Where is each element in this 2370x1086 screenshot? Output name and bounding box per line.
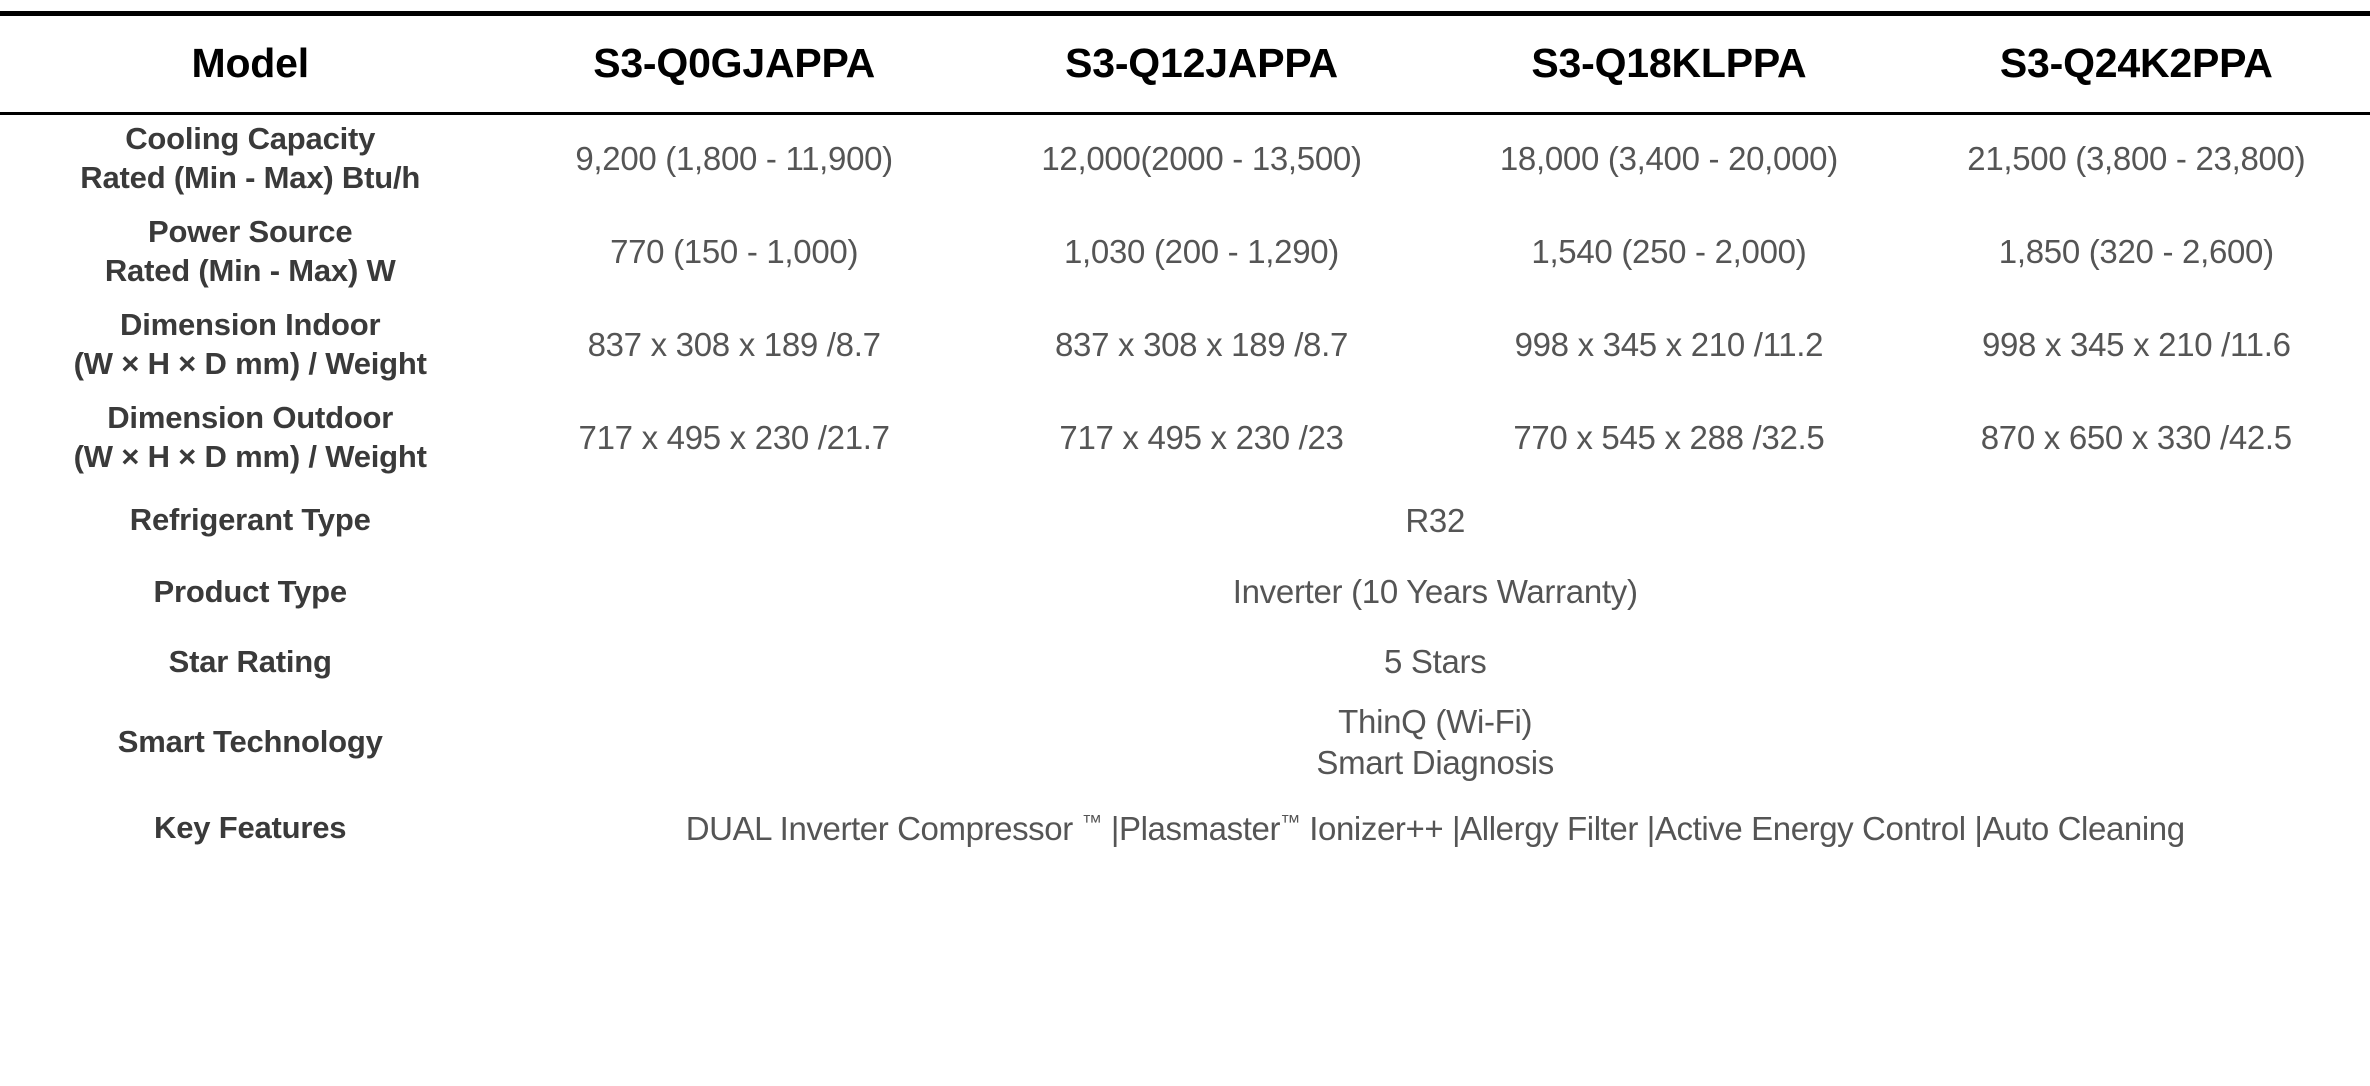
row-label-line-2: (W × H × D mm) / Weight — [73, 345, 427, 381]
smart-technology-line-1: ThinQ (Wi-Fi) — [1338, 702, 1533, 740]
cell-cooling-capacity-model-4: 21,500 (3,800 - 23,800) — [1967, 139, 2306, 177]
smart-technology-line-2: Smart Diagnosis — [1316, 744, 1554, 781]
key-features-part-3: Ionizer++ |Allergy Filter |Active Energy… — [1300, 809, 2185, 847]
row-label-line-1: Dimension Outdoor — [107, 400, 394, 436]
cell-dimension-outdoor-model-3: 770 x 545 x 288 /32.5 — [1513, 418, 1825, 456]
row-label-line-2: Rated (Min - Max) W — [104, 252, 396, 288]
table-row: Product Type Inverter (10 Years Warranty… — [0, 557, 2370, 627]
column-header-model-2: S3-Q12JAPPA — [1065, 40, 1338, 87]
row-label-dimension-indoor: Dimension Indoor (W × H × D mm) / Weight — [0, 298, 500, 391]
table-row: Star Rating 5 Stars — [0, 627, 2370, 697]
row-label-line-1: Cooling Capacity — [125, 121, 376, 157]
table-row: Power Source Rated (Min - Max) W 770 (15… — [0, 205, 2370, 298]
table-header-row: Model S3-Q0GJAPPA S3-Q12JAPPA S3-Q18KLPP… — [0, 16, 2370, 112]
cell-dimension-indoor-model-2: 837 x 308 x 189 /8.7 — [1054, 325, 1349, 363]
cell-smart-technology-all-models: ThinQ (Wi-Fi) Smart Diagnosis — [500, 697, 2370, 787]
cell-dimension-indoor-model-1: 837 x 308 x 189 /8.7 — [587, 325, 881, 363]
column-header-model-4: S3-Q24K2PPA — [1999, 40, 2273, 87]
cell-power-source-model-4: 1,850 (320 - 2,600) — [1998, 232, 2274, 270]
table-row: Cooling Capacity Rated (Min - Max) Btu/h… — [0, 112, 2370, 205]
row-label-star-rating: Star Rating — [168, 643, 332, 679]
column-header-model-3: S3-Q18KLPPA — [1531, 40, 1807, 87]
cell-dimension-outdoor-model-2: 717 x 495 x 230 /23 — [1059, 418, 1344, 456]
cell-cooling-capacity-model-2: 12,000(2000 - 13,500) — [1041, 139, 1362, 177]
cell-power-source-model-1: 770 (150 - 1,000) — [610, 232, 859, 270]
row-label-line-2: Rated (Min - Max) Btu/h — [80, 159, 421, 195]
trademark-symbol-icon: ™ — [1081, 810, 1103, 834]
row-label-cooling-capacity: Cooling Capacity Rated (Min - Max) Btu/h — [0, 112, 500, 205]
row-label-product-type: Product Type — [153, 573, 348, 609]
table-row: Key Features DUAL Inverter Compressor ™ … — [0, 787, 2370, 870]
key-features-part-1: DUAL Inverter Compressor — [685, 809, 1082, 847]
specification-table: Model S3-Q0GJAPPA S3-Q12JAPPA S3-Q18KLPP… — [0, 16, 2370, 870]
column-header-model-1: S3-Q0GJAPPA — [593, 40, 876, 87]
row-label-smart-technology: Smart Technology — [117, 723, 383, 759]
cell-key-features-all-models: DUAL Inverter Compressor ™ |Plasmaster™ … — [500, 787, 2370, 870]
cell-power-source-model-2: 1,030 (200 - 1,290) — [1064, 232, 1339, 270]
cell-refrigerant-type-all-models: R32 — [1405, 501, 1466, 539]
row-label-line-2: (W × H × D mm) / Weight — [73, 438, 427, 474]
cell-dimension-outdoor-model-4: 870 x 650 x 330 /42.5 — [1980, 418, 2292, 456]
table-top-rule — [0, 11, 2370, 16]
key-features-part-2: |Plasmaster — [1102, 809, 1281, 847]
row-label-dimension-outdoor: Dimension Outdoor (W × H × D mm) / Weigh… — [0, 391, 500, 484]
row-label-line-1: Dimension Indoor — [120, 307, 381, 343]
row-label-line-1: Power Source — [148, 214, 353, 250]
cell-cooling-capacity-model-3: 18,000 (3,400 - 20,000) — [1499, 139, 1838, 177]
cell-power-source-model-3: 1,540 (250 - 2,000) — [1531, 232, 1807, 270]
row-label-key-features: Key Features — [154, 810, 347, 846]
table-row: Dimension Outdoor (W × H × D mm) / Weigh… — [0, 391, 2370, 484]
cell-dimension-indoor-model-3: 998 x 345 x 210 /11.2 — [1514, 325, 1824, 363]
table-row: Dimension Indoor (W × H × D mm) / Weight… — [0, 298, 2370, 391]
column-header-model: Model — [191, 40, 309, 87]
row-label-refrigerant-type: Refrigerant Type — [129, 502, 371, 538]
cell-dimension-outdoor-model-1: 717 x 495 x 230 /21.7 — [578, 418, 890, 456]
row-label-power-source: Power Source Rated (Min - Max) W — [0, 205, 500, 298]
table-row: Smart Technology ThinQ (Wi-Fi) Smart Dia… — [0, 697, 2370, 787]
cell-dimension-indoor-model-4: 998 x 345 x 210 /11.6 — [1981, 325, 2291, 363]
cell-product-type-all-models: Inverter (10 Years Warranty) — [1232, 573, 1638, 611]
trademark-symbol-icon: ™ — [1280, 810, 1301, 834]
table-row: Refrigerant Type R32 — [0, 484, 2370, 557]
cell-cooling-capacity-model-1: 9,200 (1,800 - 11,900) — [575, 139, 893, 177]
table-header-rule — [0, 112, 2370, 115]
cell-star-rating-all-models: 5 Stars — [1383, 643, 1487, 681]
